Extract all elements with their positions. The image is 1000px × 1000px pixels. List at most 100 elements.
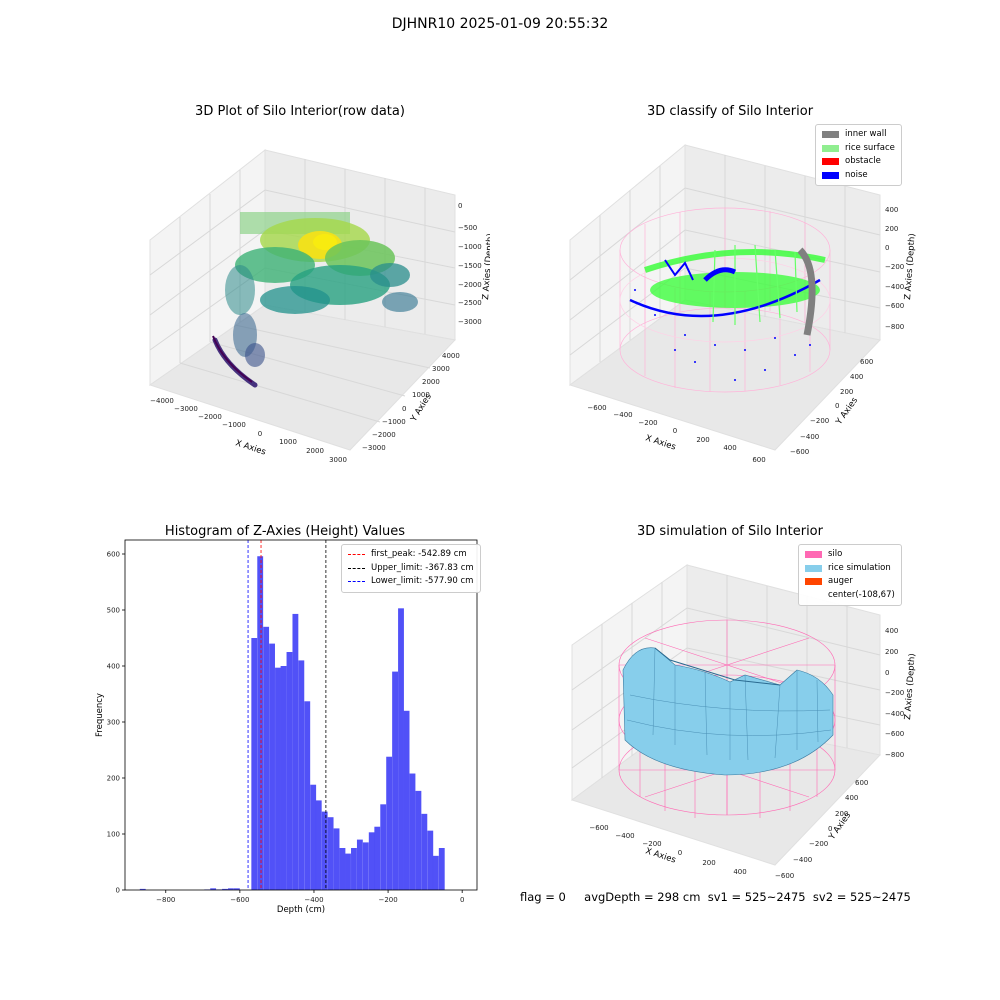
histogram-bar <box>356 839 363 890</box>
legend-label: center(-108,67) <box>828 589 895 600</box>
histogram-frame <box>124 539 478 891</box>
raw-ztick: −500 <box>458 224 477 232</box>
panel-simulation-3d: 3D simulation of Silo Interior <box>535 520 925 880</box>
panel-histogram: Histogram of Z-Axies (Height) Values −80… <box>80 520 490 920</box>
simulation-y-ticks: −600 −400 −200 0 200 400 600 <box>775 779 868 880</box>
histogram-vlines <box>247 540 327 890</box>
legend-swatch <box>805 564 822 572</box>
simulation-ztick: −400 <box>885 710 904 718</box>
status-info: avgDepth = 298 cm sv1 = 525~2475 sv2 = 5… <box>584 890 911 904</box>
classify-xtick: 600 <box>752 456 765 464</box>
classify-xtick: −600 <box>587 404 606 412</box>
histogram-bar <box>432 855 439 890</box>
histogram-ytick-label: 100 <box>107 831 120 839</box>
legend-label: inner wall <box>845 129 887 139</box>
histogram-bar <box>139 888 146 890</box>
histogram-bar <box>351 848 357 890</box>
simulation-ztick: 200 <box>885 648 898 656</box>
raw-xtick: −4000 <box>150 397 174 405</box>
histogram-bar <box>298 660 305 890</box>
classify-ytick: −600 <box>790 448 809 456</box>
classify-ztick: 0 <box>885 244 889 252</box>
simulation-legend: silo rice simulation auger center(-108,6… <box>798 544 902 606</box>
histogram-bar <box>251 638 258 890</box>
legend-item-rice-simulation: rice simulation <box>805 562 895 576</box>
classify-ztick: −200 <box>885 263 904 271</box>
simulation-xtick: 0 <box>678 849 682 857</box>
simulation-ytick: 0 <box>828 825 832 833</box>
legend-label: rice simulation <box>828 562 891 573</box>
simulation-ytick: 400 <box>845 794 858 802</box>
legend-item-lower-limit: Lower_limit: -577.90 cm <box>348 575 474 589</box>
classify-ztick: −800 <box>885 323 904 331</box>
legend-item-inner-wall: inner wall <box>822 128 895 142</box>
classify-ztick: −600 <box>885 302 904 310</box>
raw-ztick: −2500 <box>458 299 482 307</box>
simulation-ytick: −200 <box>809 840 828 848</box>
legend-item-auger: auger <box>805 575 895 589</box>
raw-ytick: 0 <box>402 405 406 413</box>
classify-legend: inner wall rice surface obstacle noise <box>815 124 902 186</box>
legend-label: silo <box>828 549 843 559</box>
legend-swatch <box>822 131 839 139</box>
raw-xtick: −3000 <box>174 405 198 413</box>
classify-ztick: 200 <box>885 225 898 233</box>
raw-point-cloud <box>212 212 418 388</box>
histogram-xlabel: Depth (cm) <box>277 905 325 915</box>
legend-item-silo: silo <box>805 548 895 562</box>
histogram-bar <box>438 848 445 890</box>
classify-ytick: 400 <box>850 373 863 381</box>
raw-zlabel: Z Axies (Depth) <box>481 233 490 300</box>
legend-swatch <box>822 144 839 152</box>
figure-title: DJHNR10 2025-01-09 20:55:32 <box>391 16 609 32</box>
histogram-bar <box>374 826 381 890</box>
legend-line <box>348 581 365 583</box>
histogram-title: Histogram of Z-Axies (Height) Values <box>164 524 406 539</box>
classify-xtick: −400 <box>613 411 632 419</box>
classify-ztick: 400 <box>885 206 898 214</box>
classify-xtick: 400 <box>723 444 736 452</box>
histogram-bar <box>333 828 340 890</box>
panel-raw-3d: 3D Plot of Silo Interior(row data) <box>110 100 490 470</box>
legend-swatch <box>822 171 839 179</box>
legend-swatch <box>805 592 822 599</box>
raw-xtick: 0 <box>258 430 262 438</box>
simulation-3d-plot: −600 −400 −200 0 200 400 X Axies −600 −4… <box>570 564 918 880</box>
simulation-z-ticks: 400 200 0 −200 −400 −600 −800 <box>885 627 904 759</box>
histogram-bar <box>310 784 317 890</box>
raw-ztick: −1500 <box>458 262 482 270</box>
raw-3d-plot: −4000 −3000 −2000 −1000 0 1000 2000 3000… <box>148 148 490 464</box>
histogram-bar <box>392 671 398 890</box>
histogram-bar <box>362 842 369 890</box>
histogram-bar <box>403 710 410 890</box>
histogram-ytick-label: 0 <box>116 887 120 895</box>
raw-ytick: 2000 <box>422 378 440 386</box>
histogram-plot: −800 −600 −400 −200 0 0 100 200 300 400 500 600 De… <box>95 539 478 915</box>
classify-ytick: −400 <box>800 433 819 441</box>
classify-xlabel: X Axies <box>644 433 677 452</box>
histogram-bar <box>269 643 275 890</box>
classify-ytick: 200 <box>840 388 853 396</box>
simulation-ztick: −800 <box>885 751 904 759</box>
classify-z-ticks: 400 200 0 −200 −400 −600 −800 <box>885 206 904 331</box>
simulation-x-ticks: −600 −400 −200 0 200 400 <box>589 824 746 876</box>
simulation-ytick: −600 <box>775 872 794 880</box>
raw-3d-title: 3D Plot of Silo Interior(row data) <box>195 104 405 119</box>
classify-3d-plot: −600 −400 −200 0 200 400 600 X Axies −60… <box>568 143 918 464</box>
histogram-bar <box>339 848 346 890</box>
classify-xtick: 200 <box>696 436 709 444</box>
histogram-ylabel: Frequency <box>95 693 105 737</box>
histogram-bar <box>280 666 287 890</box>
simulation-xtick: −400 <box>615 832 634 840</box>
histogram-bar <box>327 817 334 890</box>
histogram-bar <box>286 652 293 890</box>
histogram-xtick-label: −200 <box>378 896 397 904</box>
legend-label: first_peak: -542.89 cm <box>371 549 467 559</box>
raw-z-ticks: 0 −500 −1000 −1500 −2000 −2500 −3000 <box>458 202 482 326</box>
histogram-ytick-label: 600 <box>107 551 120 559</box>
legend-label: obstacle <box>845 156 881 166</box>
legend-label: Upper_limit: -367.83 cm <box>371 562 474 573</box>
legend-label: rice surface <box>845 142 895 153</box>
histogram-bar <box>386 756 393 890</box>
histogram-bar <box>380 804 387 890</box>
